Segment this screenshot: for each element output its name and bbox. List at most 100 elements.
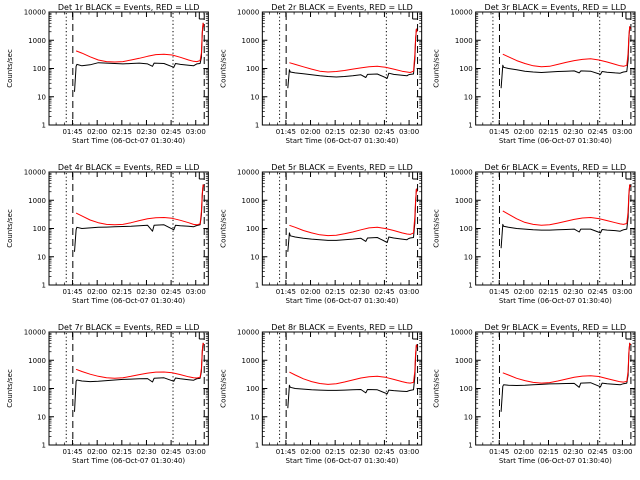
x-axis-label: Start Time (06-Oct-07 01:30:40) — [286, 137, 399, 145]
x-axis-label: Start Time (06-Oct-07 01:30:40) — [499, 457, 612, 465]
y-axis-label: Counts/sec — [219, 49, 227, 88]
y-tick-label: 1000 — [242, 37, 260, 45]
y-tick-label: 1 — [42, 442, 46, 450]
x-tick-label: 02:30 — [563, 128, 583, 136]
x-tick-label: 02:15 — [538, 448, 558, 456]
panel-det-1: Det 1r BLACK = Events, RED = LLD 1 10 100 10… — [6, 3, 209, 145]
x-tick-label: 01:45 — [276, 448, 296, 456]
x-tick-label: 02:30 — [350, 448, 370, 456]
top-bracket-mark — [198, 332, 205, 340]
y-tick-label: 1000 — [28, 37, 46, 45]
top-bracket-mark — [412, 12, 418, 20]
x-tick-label: 02:00 — [514, 448, 534, 456]
x-tick-label: 03:00 — [399, 448, 419, 456]
y-tick-label: 10 — [250, 253, 259, 261]
events-series-line — [287, 28, 418, 89]
y-tick-label: 10000 — [24, 329, 46, 337]
x-tick-label: 02:15 — [325, 288, 345, 296]
y-tick-label: 100 — [246, 65, 259, 73]
events-series-line — [287, 188, 418, 252]
y-tick-label: 10 — [464, 93, 473, 101]
x-tick-label: 02:15 — [538, 128, 558, 136]
panel-title: Det 9r BLACK = Events, RED = LLD — [485, 323, 627, 332]
x-tick-label: 02:45 — [161, 128, 181, 136]
x-tick-label: 01:45 — [62, 128, 82, 136]
x-tick-label: 02:30 — [563, 288, 583, 296]
x-tick-label: 02:30 — [350, 128, 370, 136]
y-tick-label: 1 — [255, 282, 259, 290]
y-axis-label: Counts/sec — [433, 369, 441, 408]
panel-title: Det 3r BLACK = Events, RED = LLD — [485, 3, 627, 12]
x-tick-label: 03:00 — [186, 128, 206, 136]
panel-title: Det 7r BLACK = Events, RED = LLD — [58, 323, 200, 332]
lld-series-line — [502, 184, 631, 226]
y-tick-label: 10000 — [237, 329, 259, 337]
panel-title: Det 6r BLACK = Events, RED = LLD — [485, 163, 627, 172]
x-tick-label: 02:00 — [300, 448, 320, 456]
x-axis-label: Start Time (06-Oct-07 01:30:40) — [286, 457, 399, 465]
x-tick-label: 02:45 — [374, 128, 394, 136]
lld-series-line — [289, 28, 418, 73]
top-bracket-mark — [412, 172, 418, 180]
y-tick-label: 100 — [33, 65, 46, 73]
lld-series-line — [75, 184, 205, 226]
panel-det-5: Det 5r BLACK = Events, RED = LLD 1 10 100 10… — [219, 163, 423, 305]
x-tick-label: 03:00 — [612, 288, 632, 296]
x-axis-label: Start Time (06-Oct-07 01:30:40) — [72, 457, 185, 465]
x-tick-label: 02:15 — [112, 448, 132, 456]
y-tick-label: 1 — [42, 282, 46, 290]
x-tick-label: 02:45 — [161, 288, 181, 296]
panel-det-9: Det 9r BLACK = Events, RED = LLD 1 10 100 10… — [433, 323, 636, 465]
y-tick-label: 1000 — [455, 357, 473, 365]
panel-det-8: Det 8r BLACK = Events, RED = LLD 1 10 100 10… — [219, 323, 423, 465]
top-bracket-mark — [198, 12, 205, 20]
lld-series-line — [502, 26, 631, 68]
y-tick-label: 100 — [459, 225, 472, 233]
y-tick-label: 1 — [468, 282, 472, 290]
y-tick-label: 100 — [246, 225, 259, 233]
y-tick-label: 100 — [246, 385, 259, 393]
y-tick-label: 1000 — [28, 197, 46, 205]
events-series-line — [74, 22, 205, 92]
y-tick-label: 100 — [459, 65, 472, 73]
y-axis-label: Counts/sec — [219, 369, 227, 408]
top-bracket-mark — [625, 332, 631, 340]
lld-series-line — [75, 342, 205, 379]
y-tick-label: 10 — [464, 413, 473, 421]
x-tick-label: 02:00 — [514, 288, 534, 296]
y-axis-label: Counts/sec — [433, 49, 441, 88]
y-tick-label: 10000 — [24, 9, 46, 17]
y-tick-label: 1000 — [28, 357, 46, 365]
y-tick-label: 1000 — [455, 37, 473, 45]
panel-det-2: Det 2r BLACK = Events, RED = LLD 1 10 100 10… — [219, 3, 423, 145]
x-tick-label: 02:45 — [588, 448, 608, 456]
x-tick-label: 02:45 — [374, 288, 394, 296]
x-tick-label: 02:00 — [87, 448, 107, 456]
x-tick-label: 01:45 — [62, 288, 82, 296]
panel-title: Det 5r BLACK = Events, RED = LLD — [271, 163, 413, 172]
x-tick-label: 02:15 — [325, 448, 345, 456]
x-tick-label: 02:00 — [87, 128, 107, 136]
events-series-line — [500, 342, 631, 412]
y-tick-label: 100 — [33, 225, 46, 233]
panel-title: Det 8r BLACK = Events, RED = LLD — [271, 323, 413, 332]
x-tick-label: 02:45 — [161, 448, 181, 456]
y-tick-label: 1 — [468, 122, 472, 130]
x-tick-label: 02:45 — [588, 288, 608, 296]
y-tick-label: 10000 — [237, 9, 259, 17]
x-tick-label: 01:45 — [489, 128, 509, 136]
top-bracket-mark — [625, 12, 631, 20]
panel-title: Det 2r BLACK = Events, RED = LLD — [271, 3, 413, 12]
y-tick-label: 10000 — [450, 329, 472, 337]
x-tick-label: 02:45 — [588, 128, 608, 136]
y-tick-label: 10 — [37, 253, 46, 261]
y-axis-label: Counts/sec — [219, 209, 227, 248]
x-tick-label: 03:00 — [399, 128, 419, 136]
panel-det-6: Det 6r BLACK = Events, RED = LLD 1 10 100 10… — [433, 163, 636, 305]
x-tick-label: 02:15 — [112, 128, 132, 136]
events-series-line — [74, 342, 205, 412]
events-series-line — [74, 184, 205, 252]
x-axis-label: Start Time (06-Oct-07 01:30:40) — [499, 297, 612, 305]
y-tick-label: 10 — [37, 93, 46, 101]
